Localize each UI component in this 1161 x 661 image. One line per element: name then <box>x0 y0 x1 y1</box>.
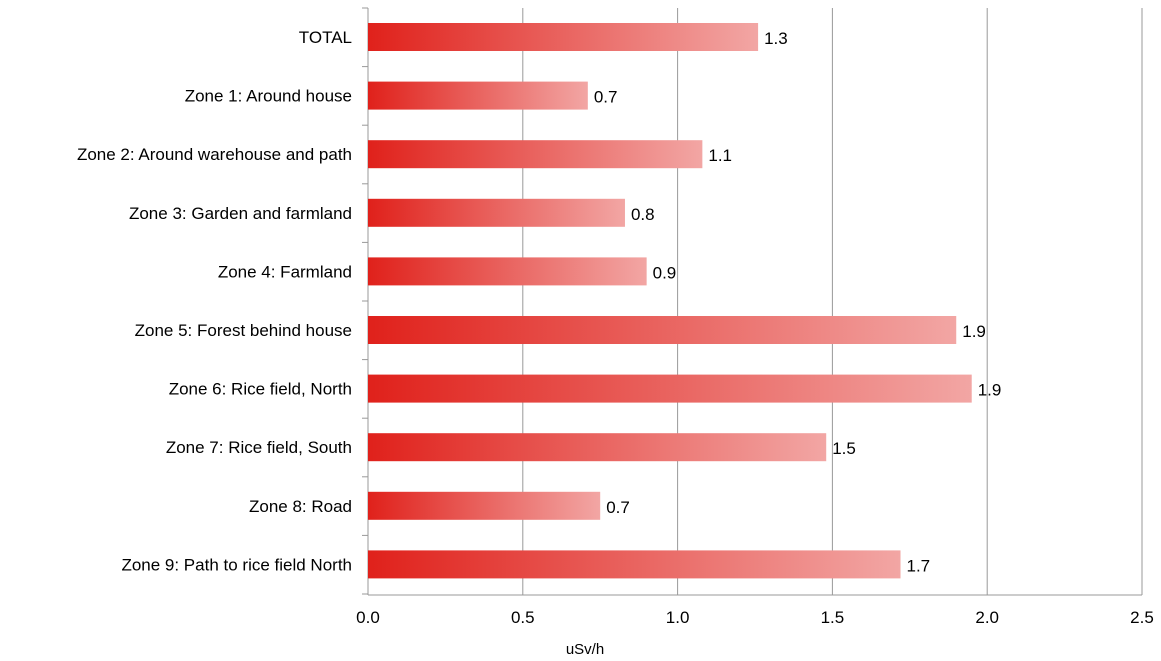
x-tick-label: 2.5 <box>1130 608 1154 627</box>
bar <box>368 23 759 51</box>
category-label: Zone 4: Farmland <box>218 262 352 281</box>
x-axis-title: uSv/h <box>566 641 604 658</box>
category-label: Zone 3: Garden and farmland <box>129 204 352 223</box>
data-label: 0.7 <box>606 498 630 517</box>
x-tick-label: 1.5 <box>821 608 845 627</box>
bar <box>368 257 647 286</box>
data-label: 1.1 <box>708 146 732 165</box>
bar <box>368 550 901 579</box>
data-label: 0.9 <box>653 263 677 282</box>
data-label: 1.7 <box>907 556 931 575</box>
category-label: Zone 7: Rice field, South <box>166 438 352 457</box>
bar <box>368 491 601 520</box>
x-axis-ticks: 0.0 0.5 1.0 1.5 2.0 2.5 <box>356 608 1154 627</box>
bar <box>368 374 972 403</box>
x-tick-label: 1.0 <box>666 608 690 627</box>
x-tick-label: 2.0 <box>975 608 999 627</box>
bar <box>368 81 588 110</box>
bar <box>368 140 703 169</box>
data-label: 0.8 <box>631 205 655 224</box>
bar <box>368 433 827 462</box>
category-label: Zone 8: Road <box>249 497 352 516</box>
data-label: 0.7 <box>594 88 618 107</box>
category-label: Zone 2: Around warehouse and path <box>77 145 352 164</box>
category-label: Zone 1: Around house <box>185 87 352 106</box>
bars <box>368 23 972 579</box>
x-tick-label: 0.0 <box>356 608 380 627</box>
data-label: 1.9 <box>962 322 986 341</box>
category-label: Zone 6: Rice field, North <box>169 380 352 399</box>
category-label: TOTAL <box>299 28 352 47</box>
bar <box>368 316 957 344</box>
category-label: Zone 9: Path to rice field North <box>121 555 352 574</box>
x-tick-label: 0.5 <box>511 608 535 627</box>
data-label: 1.3 <box>764 29 788 48</box>
category-labels: TOTAL Zone 1: Around house Zone 2: Around … <box>77 28 352 574</box>
bar <box>368 198 625 227</box>
data-label: 1.5 <box>832 439 856 458</box>
category-label: Zone 5: Forest behind house <box>135 321 352 340</box>
value-labels: 1.3 0.7 1.1 0.8 0.9 1.9 1.9 1.5 0.7 1.7 <box>594 29 1002 575</box>
data-label: 1.9 <box>978 381 1002 400</box>
